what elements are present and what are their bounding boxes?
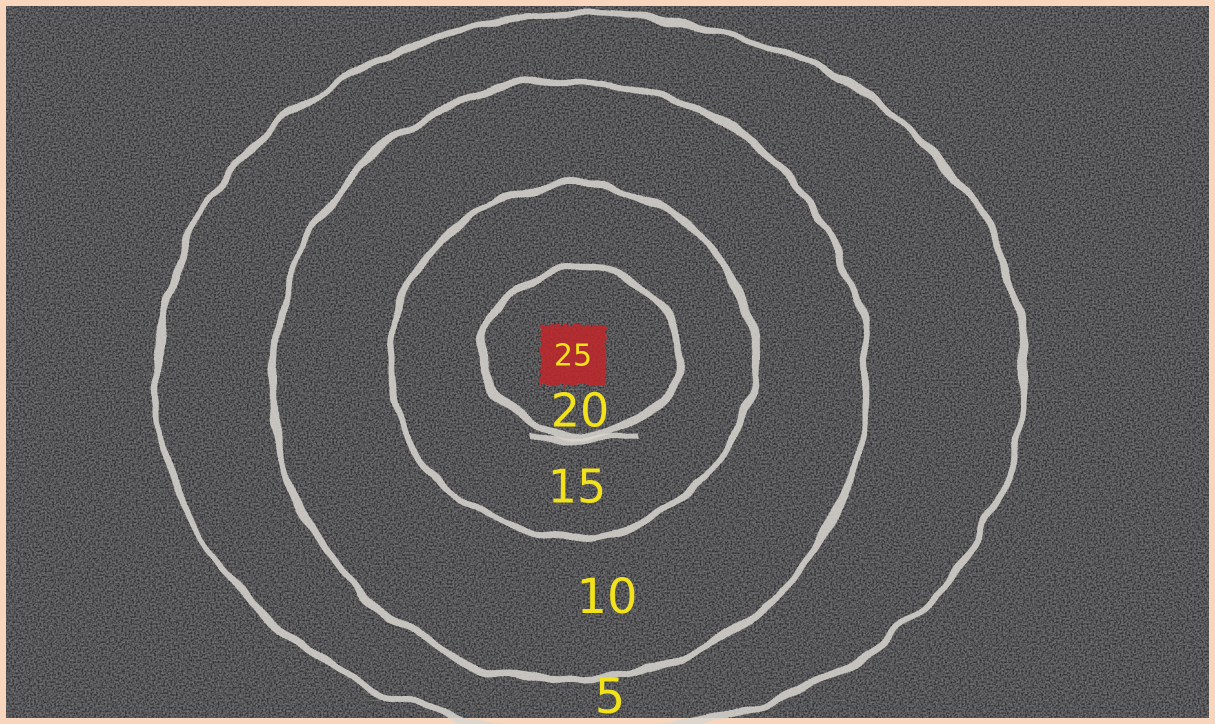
chalk-target-photo: 25 20 15 10 5 <box>0 0 1215 724</box>
score-label: 25 <box>554 339 592 374</box>
score-label: 10 <box>576 569 637 625</box>
score-label: 5 <box>595 669 626 724</box>
photo-frame: 25 20 15 10 5 <box>0 0 1215 724</box>
score-label: 15 <box>548 460 607 514</box>
score-label: 20 <box>551 384 610 438</box>
